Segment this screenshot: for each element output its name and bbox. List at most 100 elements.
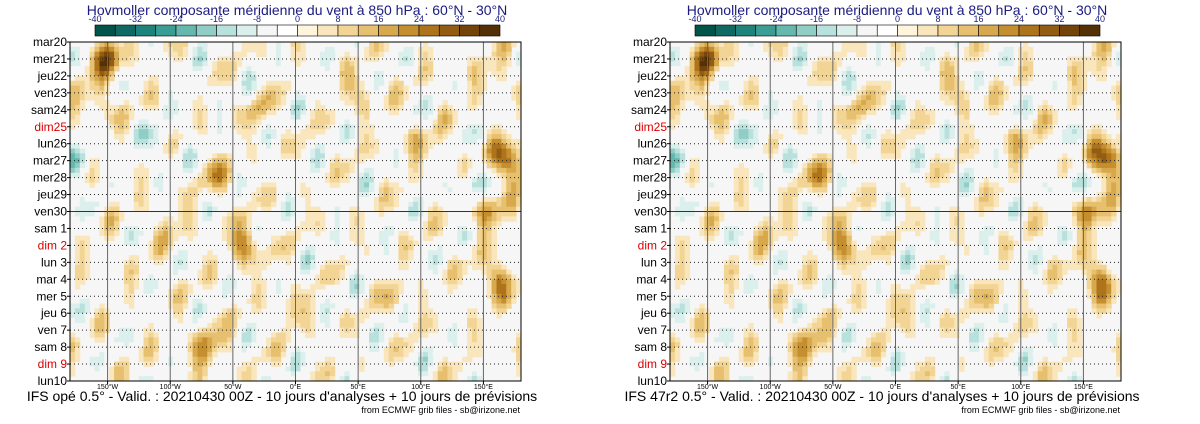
field-cell <box>158 182 164 188</box>
field-cell <box>207 274 213 280</box>
field-cell <box>491 196 497 203</box>
field-cell <box>300 90 306 96</box>
field-cell <box>192 211 198 217</box>
field-cell <box>246 240 252 246</box>
field-cell <box>457 158 463 164</box>
field-cell <box>486 274 493 280</box>
field-cell <box>447 66 453 72</box>
field-cell <box>413 143 419 150</box>
field-cell <box>476 80 483 87</box>
field-cell <box>826 75 833 82</box>
field-cell <box>709 71 715 77</box>
field-cell <box>236 255 243 261</box>
field-cell <box>689 66 696 72</box>
field-cell <box>324 332 331 338</box>
field-cell <box>413 177 419 183</box>
field-cell <box>772 114 779 120</box>
field-cell <box>743 138 749 145</box>
field-cell <box>114 104 120 111</box>
field-cell <box>197 308 203 314</box>
field-cell <box>496 163 502 169</box>
field-cell <box>207 337 213 343</box>
field-cell <box>821 134 828 140</box>
field-cell <box>403 347 409 353</box>
field-cell <box>462 167 468 174</box>
field-cell <box>70 163 76 169</box>
field-cell <box>383 288 390 295</box>
field-cell <box>457 245 463 251</box>
field-cell <box>275 42 282 48</box>
field-cell <box>373 337 380 343</box>
field-cell <box>1106 42 1112 48</box>
field-cell <box>1022 90 1029 96</box>
field-cell <box>1047 109 1053 116</box>
field-cell <box>763 104 769 111</box>
field-cell <box>719 104 725 111</box>
field-cell <box>94 361 100 367</box>
field-cell <box>1067 100 1073 106</box>
field-cell <box>792 124 798 130</box>
field-cell <box>295 255 301 261</box>
field-cell <box>939 66 946 72</box>
field-cell <box>486 293 493 300</box>
field-cell <box>74 211 81 217</box>
colorbar-swatch <box>317 24 339 37</box>
field-cell <box>388 196 395 203</box>
field-cell <box>280 221 287 227</box>
field-cell <box>94 100 100 106</box>
field-cell <box>128 143 135 150</box>
field-cell <box>895 148 901 154</box>
field-cell <box>743 42 749 48</box>
field-cell <box>1067 61 1073 67</box>
field-cell <box>79 322 86 329</box>
field-cell <box>383 95 390 101</box>
field-cell <box>212 216 218 222</box>
field-cell <box>153 75 159 82</box>
field-cell <box>70 80 76 87</box>
field-cell <box>408 51 414 58</box>
field-cell <box>1071 100 1078 106</box>
field-cell <box>684 90 691 96</box>
field-cell <box>689 51 696 58</box>
field-cell <box>471 250 478 256</box>
field-cell <box>728 61 735 67</box>
field-cell <box>119 109 125 116</box>
colorbar-tick-label: 0 <box>895 14 900 24</box>
field-cell <box>182 303 189 309</box>
field-cell <box>163 42 169 48</box>
field-cell <box>172 303 179 309</box>
field-cell <box>870 80 877 87</box>
field-cell <box>427 71 434 77</box>
field-cell <box>511 255 517 261</box>
field-cell <box>305 245 311 251</box>
field-cell <box>427 95 434 101</box>
field-cell <box>398 158 404 164</box>
field-cell <box>851 85 857 91</box>
field-cell <box>973 66 980 72</box>
field-cell <box>1086 148 1093 154</box>
field-cell <box>143 332 149 338</box>
field-cell <box>261 259 267 266</box>
field-cell <box>846 90 852 96</box>
field-cell <box>476 206 483 212</box>
field-cell <box>270 129 277 135</box>
field-cell <box>187 201 194 208</box>
field-cell <box>241 177 247 183</box>
field-cell <box>221 153 228 159</box>
field-cell <box>74 235 81 242</box>
field-cell <box>315 148 321 154</box>
field-cell <box>128 42 135 48</box>
field-cell <box>74 216 81 222</box>
field-cell <box>359 129 365 135</box>
field-cell <box>241 85 247 91</box>
field-cell <box>251 201 257 208</box>
date-tick-label: sam 8 <box>34 340 67 354</box>
field-cell <box>841 80 847 87</box>
field-cell <box>133 167 140 174</box>
field-cell <box>197 366 203 372</box>
field-cell <box>880 61 887 67</box>
field-cell <box>486 206 493 212</box>
field-cell <box>177 351 184 358</box>
field-cell <box>300 288 306 295</box>
field-cell <box>359 196 365 203</box>
